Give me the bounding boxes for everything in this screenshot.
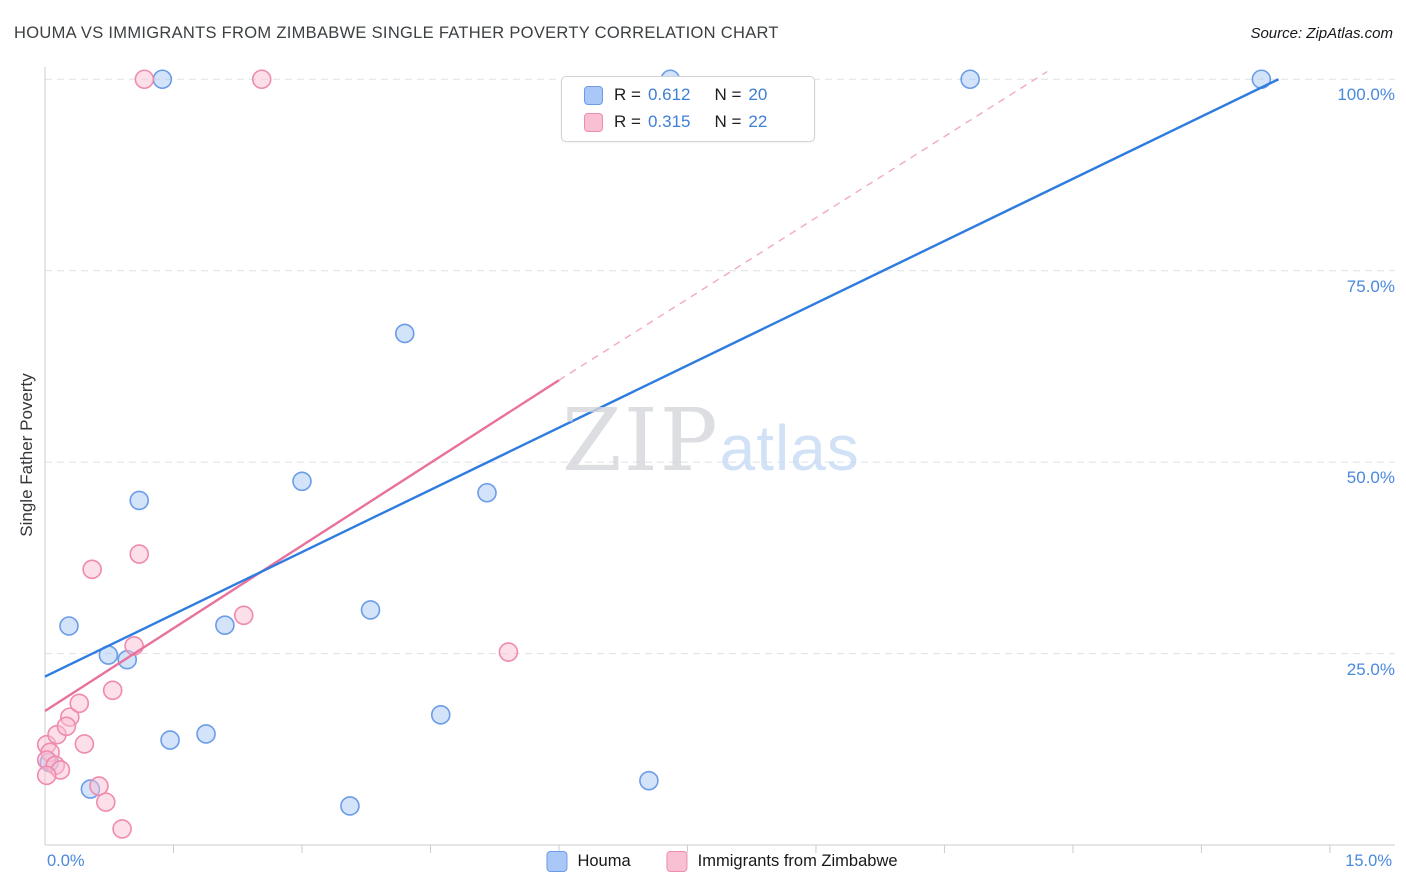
data-point-zimbabwe [96, 792, 116, 812]
zimbabwe-trend-extension [558, 71, 1048, 381]
data-point-houma [152, 69, 173, 90]
data-point-houma [639, 770, 659, 791]
r-value-houma: 0.612 [647, 85, 691, 104]
data-point-zimbabwe [74, 734, 95, 754]
source-link[interactable]: Source: ZipAtlas.com [1250, 25, 1393, 42]
legend-label-houma: Houma [577, 852, 631, 870]
legend-label-zimbabwe: Immigrants from Zimbabwe [697, 852, 898, 870]
data-point-houma [59, 616, 79, 636]
n-label: N = [714, 85, 742, 104]
data-point-houma [160, 730, 180, 750]
houma-trend [44, 78, 1280, 678]
r-value-zimbabwe: 0.315 [647, 112, 691, 131]
legend-item-zimbabwe: Immigrants from Zimbabwe [666, 851, 898, 872]
n-value-houma: 20 [748, 85, 768, 104]
data-point-zimbabwe [112, 819, 132, 839]
houma-chip [546, 851, 568, 872]
data-point-zimbabwe [56, 716, 77, 737]
y-axis-title: Single Father Poverty [17, 373, 36, 537]
legend-item-houma: Houma [546, 851, 631, 872]
legend-row-houma: R = 0.612 N = 20 [584, 85, 814, 105]
data-point-houma [129, 490, 150, 511]
x-axis-min-label: 0.0% [47, 852, 85, 870]
data-point-zimbabwe [89, 776, 109, 796]
data-point-houma [477, 482, 497, 503]
zimbabwe-chip [666, 851, 688, 872]
data-point-zimbabwe [69, 693, 90, 714]
n-value-zimbabwe: 22 [748, 112, 768, 131]
n-label: N = [714, 112, 742, 131]
data-point-houma [960, 69, 980, 90]
zimbabwe-series-chip [584, 112, 603, 132]
data-point-houma [292, 471, 312, 492]
data-point-zimbabwe [82, 559, 102, 580]
r-label: R = [614, 85, 641, 104]
data-point-zimbabwe [102, 680, 123, 701]
data-point-zimbabwe [129, 544, 150, 564]
data-point-zimbabwe [251, 69, 272, 90]
data-point-houma [360, 600, 381, 620]
x-axis-max-label: 15.0% [1345, 852, 1392, 870]
houma-series-chip [584, 85, 603, 105]
data-point-houma [196, 724, 216, 744]
data-point-zimbabwe [124, 636, 144, 656]
data-point-zimbabwe [233, 605, 254, 626]
data-point-zimbabwe [498, 642, 519, 662]
correlation-legend: R = 0.612 N = 20 R = 0.315 N = 22 [561, 76, 815, 142]
zimbabwe-trend [44, 379, 560, 713]
data-point-houma [340, 796, 360, 816]
data-point-houma [215, 615, 235, 636]
data-point-houma [430, 705, 451, 725]
r-label: R = [614, 112, 641, 131]
data-point-houma [394, 323, 415, 344]
data-point-zimbabwe [36, 765, 57, 786]
legend-row-zimbabwe: R = 0.315 N = 22 [584, 112, 814, 132]
series-legend: Houma Immigrants from Zimbabwe [546, 851, 898, 872]
data-point-zimbabwe [134, 69, 155, 90]
page-title: HOUMA VS IMMIGRANTS FROM ZIMBABWE SINGLE… [14, 24, 779, 42]
